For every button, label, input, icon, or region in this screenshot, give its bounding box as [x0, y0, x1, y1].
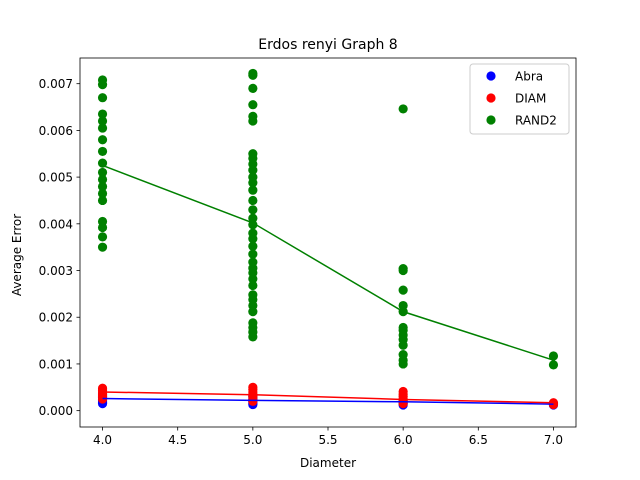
- legend-box: [469, 63, 570, 135]
- point-rand2-65: [398, 104, 408, 114]
- point-rand2-66: [548, 360, 559, 370]
- point-diam-20: [548, 398, 559, 408]
- point-diam-12: [248, 382, 258, 392]
- mean-line-rand2: [102, 164, 554, 361]
- legend-label-abra: Abra: [515, 70, 543, 84]
- point-rand2-17: [97, 75, 108, 85]
- point-rand2-8: [97, 167, 108, 178]
- point-rand2-38: [248, 195, 258, 206]
- chart-title: Erdos renyi Graph 8: [258, 37, 397, 53]
- point-rand2-32: [248, 241, 258, 251]
- y-axis-title: Average Error: [10, 214, 24, 296]
- mean-line-abra: [102, 397, 554, 405]
- point-rand2-5: [97, 188, 108, 199]
- point-rand2-1: [97, 232, 108, 242]
- x-tick-label-3: 5.5: [318, 433, 337, 447]
- point-rand2-62: [398, 285, 408, 295]
- point-rand2-10: [97, 146, 108, 157]
- y-tick-label-6: 0.006: [39, 124, 73, 138]
- point-rand2-48: [248, 100, 258, 110]
- point-rand2-14: [97, 109, 108, 119]
- point-rand2-51: [248, 68, 258, 79]
- y-tick-label-1: 0.001: [39, 357, 73, 371]
- legend-label-rand2: RAND2: [515, 114, 557, 128]
- legend-marker-abra: [486, 71, 496, 81]
- point-rand2-13: [97, 116, 108, 126]
- point-rand2-49: [248, 83, 258, 93]
- y-tick-label-7: 0.007: [39, 77, 73, 91]
- axes: 4.0 4.5 5.0 5.5 6.0 6.5 7.0 0.000 0.001 0.002 0.00…: [39, 57, 577, 447]
- point-rand2-37: [248, 205, 258, 215]
- point-rand2-3: [97, 216, 108, 227]
- point-rand2-31: [248, 249, 258, 259]
- y-tick-label-3: 0.003: [39, 264, 73, 278]
- point-rand2-45: [248, 149, 258, 159]
- point-rand2-21: [248, 318, 258, 328]
- point-diam-5: [97, 383, 108, 393]
- y-tick-label-2: 0.002: [39, 311, 73, 325]
- x-tick-label-0: 4.0: [93, 433, 112, 447]
- point-rand2-15: [97, 93, 108, 103]
- x-tick-label-1: 4.5: [168, 433, 187, 447]
- point-rand2-64: [398, 264, 408, 274]
- point-rand2-59: [398, 322, 408, 333]
- legend-marker-diam: [486, 93, 496, 103]
- x-tick-label-5: 6.5: [469, 433, 488, 447]
- point-rand2-41: [248, 172, 258, 182]
- point-diam-18: [398, 386, 408, 397]
- plot-area: [97, 68, 559, 410]
- mean-line-diam: [102, 391, 554, 404]
- legend-marker-rand2: [486, 115, 496, 125]
- point-rand2-11: [97, 135, 108, 145]
- y-tick-label-5: 0.005: [39, 171, 73, 185]
- point-rand2-54: [398, 350, 408, 360]
- point-rand2-26: [248, 280, 258, 291]
- point-rand2-12: [97, 123, 108, 133]
- legend: Abra DIAM RAND2: [469, 63, 570, 135]
- point-rand2-34: [248, 228, 258, 238]
- point-rand2-30: [248, 257, 258, 267]
- y-tick-label-0: 0.000: [39, 404, 73, 418]
- point-rand2-36: [248, 213, 258, 223]
- legend-label-diam: DIAM: [515, 92, 546, 106]
- point-rand2-7: [97, 174, 108, 185]
- x-tick-label-4: 6.0: [394, 433, 413, 447]
- y-tick-label-4: 0.004: [39, 217, 73, 231]
- point-rand2-6: [97, 181, 108, 192]
- point-rand2-67: [548, 351, 559, 361]
- point-rand2-0: [97, 242, 108, 252]
- point-rand2-39: [248, 185, 258, 195]
- x-axis-title: Diameter: [300, 456, 356, 470]
- point-rand2-9: [97, 158, 108, 168]
- x-tick-label-2: 5.0: [243, 433, 262, 447]
- point-rand2-25: [248, 290, 258, 300]
- point-rand2-4: [97, 195, 108, 206]
- x-tick-label-6: 7.0: [544, 433, 563, 447]
- point-rand2-61: [398, 300, 408, 311]
- point-rand2-47: [248, 111, 258, 121]
